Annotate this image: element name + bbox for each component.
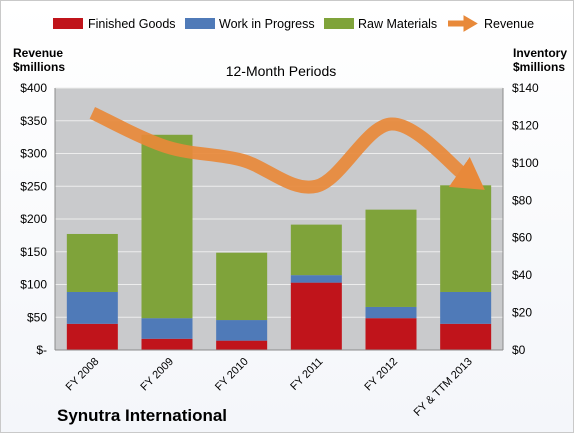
bar-finished-goods-fy-ttm-2013 <box>440 324 491 350</box>
left-tick-label-250: $250 <box>20 179 47 193</box>
left-tick-label-0: $- <box>36 343 47 357</box>
legend-label-finished-goods: Finished Goods <box>88 17 176 31</box>
x-tick-label-fy-2012: FY 2012 <box>362 356 400 394</box>
bar-work-in-progress-fy-2012 <box>366 307 417 318</box>
bar-raw-materials-fy-2008 <box>67 234 118 292</box>
x-tick-label-fy-2009: FY 2009 <box>138 356 176 394</box>
left-tick-label-350: $350 <box>20 114 47 128</box>
legend-swatch-finished-goods <box>53 18 83 29</box>
x-tick-label-fy-2010: FY 2010 <box>213 356 251 394</box>
legend-label-raw-materials: Raw Materials <box>358 17 437 31</box>
bar-work-in-progress-fy-2009 <box>142 318 193 339</box>
right-tick-label-40: $40 <box>512 268 532 282</box>
left-tick-label-150: $150 <box>20 245 47 259</box>
left-axis-title-line1: Revenue <box>13 46 63 60</box>
bar-work-in-progress-fy-ttm-2013 <box>440 292 491 324</box>
chart-subtitle: 12-Month Periods <box>226 63 337 79</box>
bar-raw-materials-fy-2010 <box>216 253 267 320</box>
bar-raw-materials-fy-2009 <box>142 135 193 318</box>
bar-finished-goods-fy-2010 <box>216 341 267 350</box>
right-axis-title-line2: $millions <box>513 60 565 74</box>
legend-swatch-work-in-progress <box>185 18 215 29</box>
right-tick-label-60: $60 <box>512 231 532 245</box>
right-axis-title-line1: Inventory <box>513 46 567 60</box>
right-tick-label-100: $100 <box>512 156 539 170</box>
bar-finished-goods-fy-2008 <box>67 324 118 350</box>
bar-finished-goods-fy-2011 <box>291 283 342 350</box>
left-tick-label-50: $50 <box>27 310 47 324</box>
left-tick-label-400: $400 <box>20 81 47 95</box>
bar-work-in-progress-fy-2010 <box>216 320 267 341</box>
bar-finished-goods-fy-2009 <box>142 339 193 350</box>
right-tick-label-120: $120 <box>512 118 539 132</box>
right-tick-label-80: $80 <box>512 193 532 207</box>
legend-label-work-in-progress: Work in Progress <box>219 17 315 31</box>
bar-finished-goods-fy-2012 <box>366 318 417 350</box>
company-name: Synutra International <box>57 406 227 425</box>
bar-raw-materials-fy-2011 <box>291 225 342 276</box>
legend-label-revenue: Revenue <box>484 17 534 31</box>
bar-work-in-progress-fy-2011 <box>291 275 342 282</box>
left-tick-label-100: $100 <box>20 278 47 292</box>
bar-work-in-progress-fy-2008 <box>67 292 118 324</box>
legend: Finished Goods Work in Progress Raw Mate… <box>53 17 534 31</box>
right-tick-label-0: $0 <box>512 343 526 357</box>
bar-raw-materials-fy-2012 <box>366 210 417 307</box>
x-tick-label-fy-2008: FY 2008 <box>64 356 102 394</box>
right-tick-label-20: $20 <box>512 306 532 320</box>
bar-raw-materials-fy-ttm-2013 <box>440 185 491 292</box>
left-tick-label-200: $200 <box>20 212 47 226</box>
left-tick-label-300: $300 <box>20 147 47 161</box>
legend-swatch-raw-materials <box>324 18 354 29</box>
right-tick-label-140: $140 <box>512 81 539 95</box>
left-axis-title-line2: $millions <box>13 60 65 74</box>
x-tick-label-fy-2011: FY 2011 <box>288 356 325 393</box>
x-tick-label-fy-ttm-2013: FY & TTM 2013 <box>412 356 475 419</box>
